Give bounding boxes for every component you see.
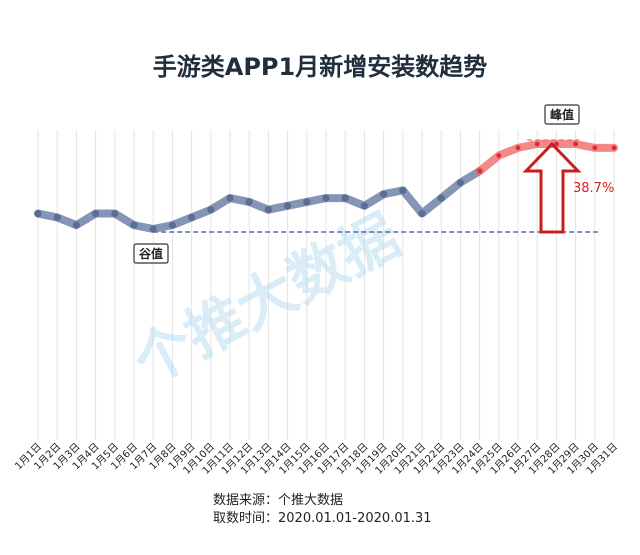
peak-label-box [544,104,580,125]
data-point [226,194,234,202]
data-point [264,206,272,214]
footer-period: 取数时间：2020.01.01-2020.01.31 [213,511,432,526]
data-point [611,145,617,151]
data-point [149,225,157,233]
data-point [188,213,196,222]
data-point [322,194,330,202]
data-point [72,221,80,229]
data-point [437,194,445,202]
data-point [207,206,215,214]
data-point [456,179,464,187]
data-point [360,202,368,210]
peak-label: 峰值 [550,107,574,122]
data-point [111,209,119,218]
series-markers [34,141,617,233]
increase-label: 38.7% [573,181,614,196]
x-axis-ticks: 1月1日1月2日1月3日1月4日1月5日1月6日1月7日1月8日1月9日1月10… [12,441,620,477]
data-point [399,186,407,194]
chart-title: 手游类APP1月新增安装数趋势 [153,53,487,81]
series-line-main [34,167,484,233]
data-point [92,209,100,218]
trough-label: 谷值 [139,246,163,261]
data-point [303,198,311,206]
data-point [534,141,540,147]
data-point [496,153,502,158]
data-point [245,198,253,206]
data-point [168,221,176,229]
increase-arrow [522,141,582,234]
data-point [341,194,349,202]
data-point [53,213,61,222]
data-point [34,209,42,218]
data-point [515,145,521,151]
data-point [573,141,578,147]
grid-lines [37,130,615,440]
footer-source: 数据来源：个推大数据 [213,493,343,508]
trough-label-box [133,243,169,264]
watermark: 个推大数据 [123,201,411,397]
data-point [130,221,138,229]
data-point [380,190,388,198]
data-point [418,209,426,218]
data-point [477,168,482,174]
annotations: 峰值 谷值 38.7% [133,104,614,264]
data-point [592,145,598,151]
series-line-highlight [475,140,618,176]
data-point [284,202,292,210]
